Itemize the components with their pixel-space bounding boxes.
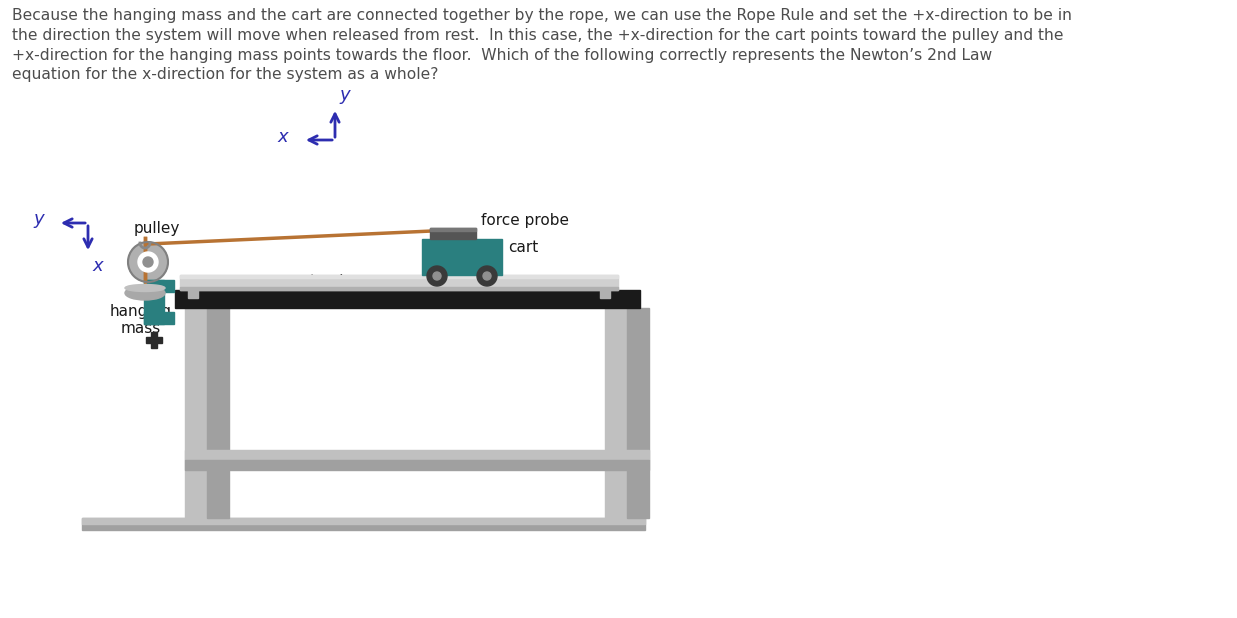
Bar [605, 308, 627, 518]
Bar [422, 239, 502, 275]
Bar [600, 290, 610, 298]
Text: hanging
mass: hanging mass [110, 304, 172, 336]
Bar [146, 337, 162, 343]
Text: $y$: $y$ [339, 88, 353, 106]
Text: Because the hanging mass and the cart are connected together by the rope, we can: Because the hanging mass and the cart ar… [12, 8, 1072, 82]
Bar [143, 280, 165, 324]
Circle shape [143, 257, 153, 267]
Bar [143, 280, 174, 292]
Circle shape [482, 272, 491, 280]
Ellipse shape [125, 284, 165, 292]
Circle shape [433, 272, 442, 280]
Bar [430, 228, 476, 239]
Bar [145, 275, 151, 282]
Bar [188, 290, 198, 298]
Text: $x$: $x$ [277, 128, 289, 146]
Text: $x$: $x$ [92, 257, 105, 275]
Bar [174, 290, 640, 308]
Bar [181, 287, 618, 290]
Circle shape [127, 242, 168, 282]
Bar [151, 332, 157, 348]
Bar [186, 460, 649, 470]
Circle shape [139, 252, 158, 272]
Bar [207, 308, 229, 518]
Text: $y$: $y$ [32, 212, 46, 230]
Text: pulley: pulley [134, 221, 181, 236]
Ellipse shape [125, 286, 165, 300]
Circle shape [427, 266, 447, 286]
Bar [430, 228, 476, 231]
Bar [627, 308, 649, 518]
Bar [143, 312, 174, 324]
Bar [181, 275, 618, 290]
Bar [186, 450, 649, 460]
Bar [82, 518, 644, 530]
Text: cart: cart [508, 240, 538, 255]
Text: track: track [309, 274, 349, 289]
Bar [186, 308, 207, 518]
Bar [181, 275, 618, 278]
Text: force probe: force probe [481, 213, 569, 227]
Bar [82, 518, 644, 524]
Circle shape [477, 266, 497, 286]
